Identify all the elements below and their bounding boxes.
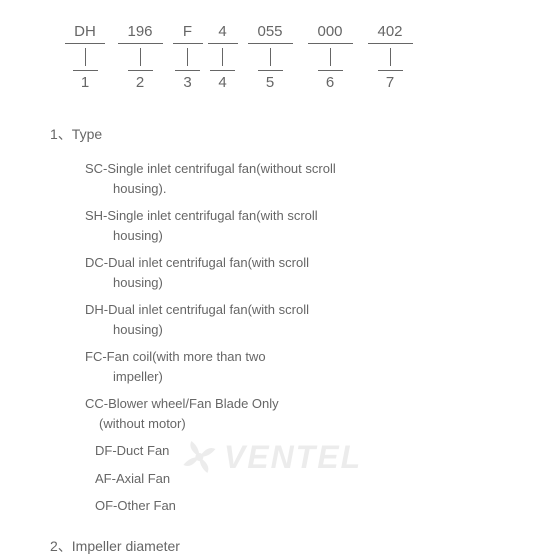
definition-continuation: (without motor) bbox=[99, 414, 425, 434]
code-cell-1: DH 1 bbox=[60, 20, 110, 94]
definition-text: SH-Single inlet centrifugal fan(with scr… bbox=[85, 208, 318, 223]
definition-text: DF-Duct Fan bbox=[95, 443, 169, 458]
code-bottom-value: 1 bbox=[73, 70, 98, 94]
code-top-value: 055 bbox=[248, 20, 293, 44]
code-top-value: 000 bbox=[308, 20, 353, 44]
code-cell-7: 402 7 bbox=[360, 20, 420, 94]
connector-line bbox=[140, 48, 141, 66]
definition-item: SC-Single inlet centrifugal fan(without … bbox=[85, 159, 425, 198]
section-title-1: 1、Type bbox=[50, 124, 511, 144]
section-title-2: 2、Impeller diameter bbox=[50, 536, 511, 556]
definition-text: SC-Single inlet centrifugal fan(without … bbox=[85, 161, 336, 176]
definition-item: SH-Single inlet centrifugal fan(with scr… bbox=[85, 206, 425, 245]
definition-item: CC-Blower wheel/Fan Blade Only (without m… bbox=[85, 394, 425, 433]
code-top-value: DH bbox=[65, 20, 105, 44]
code-bottom-value: 4 bbox=[210, 70, 235, 94]
definition-item: OF-Other Fan bbox=[95, 496, 435, 516]
connector-line bbox=[270, 48, 271, 66]
definition-text: DH-Dual inlet centrifugal fan(with scrol… bbox=[85, 302, 309, 317]
definitions-list: SC-Single inlet centrifugal fan(without … bbox=[85, 159, 511, 516]
code-structure-table: DH11962F344055500064027 bbox=[60, 20, 511, 94]
code-top-value: 4 bbox=[208, 20, 238, 44]
definition-item: FC-Fan coil(with more than two impeller) bbox=[85, 347, 425, 386]
definition-item: AF-Axial Fan bbox=[95, 469, 435, 489]
code-bottom-value: 2 bbox=[128, 70, 153, 94]
sections-container: 1、Type SC-Single inlet centrifugal fan(wi… bbox=[30, 124, 511, 556]
definition-continuation: housing) bbox=[113, 320, 425, 340]
code-cell-6: 000 6 bbox=[300, 20, 360, 94]
definition-text: AF-Axial Fan bbox=[95, 471, 170, 486]
definition-continuation: impeller) bbox=[113, 367, 425, 387]
code-cell-5: 055 5 bbox=[240, 20, 300, 94]
definition-continuation: housing). bbox=[113, 179, 425, 199]
connector-line bbox=[390, 48, 391, 66]
code-top-value: 196 bbox=[118, 20, 163, 44]
definition-continuation: housing) bbox=[113, 226, 425, 246]
code-top-value: F bbox=[173, 20, 203, 44]
definition-text: OF-Other Fan bbox=[95, 498, 176, 513]
code-top-value: 402 bbox=[368, 20, 413, 44]
code-bottom-value: 6 bbox=[318, 70, 343, 94]
connector-line bbox=[330, 48, 331, 66]
definition-continuation: housing) bbox=[113, 273, 425, 293]
definition-text: CC-Blower wheel/Fan Blade Only bbox=[85, 396, 279, 411]
code-cell-2: 1962 bbox=[110, 20, 170, 94]
connector-line bbox=[85, 48, 86, 66]
definition-text: FC-Fan coil(with more than two bbox=[85, 349, 266, 364]
code-bottom-value: 7 bbox=[378, 70, 403, 94]
definition-item: DC-Dual inlet centrifugal fan(with scrol… bbox=[85, 253, 425, 292]
code-cell-3: F3 bbox=[170, 20, 205, 94]
code-bottom-value: 5 bbox=[258, 70, 283, 94]
definition-item: DH-Dual inlet centrifugal fan(with scrol… bbox=[85, 300, 425, 339]
connector-line bbox=[187, 48, 188, 66]
connector-line bbox=[222, 48, 223, 66]
definition-item: DF-Duct Fan bbox=[95, 441, 435, 461]
code-bottom-value: 3 bbox=[175, 70, 200, 94]
code-cell-4: 44 bbox=[205, 20, 240, 94]
definition-text: DC-Dual inlet centrifugal fan(with scrol… bbox=[85, 255, 309, 270]
code-row: DH11962F344055500064027 bbox=[60, 20, 511, 94]
